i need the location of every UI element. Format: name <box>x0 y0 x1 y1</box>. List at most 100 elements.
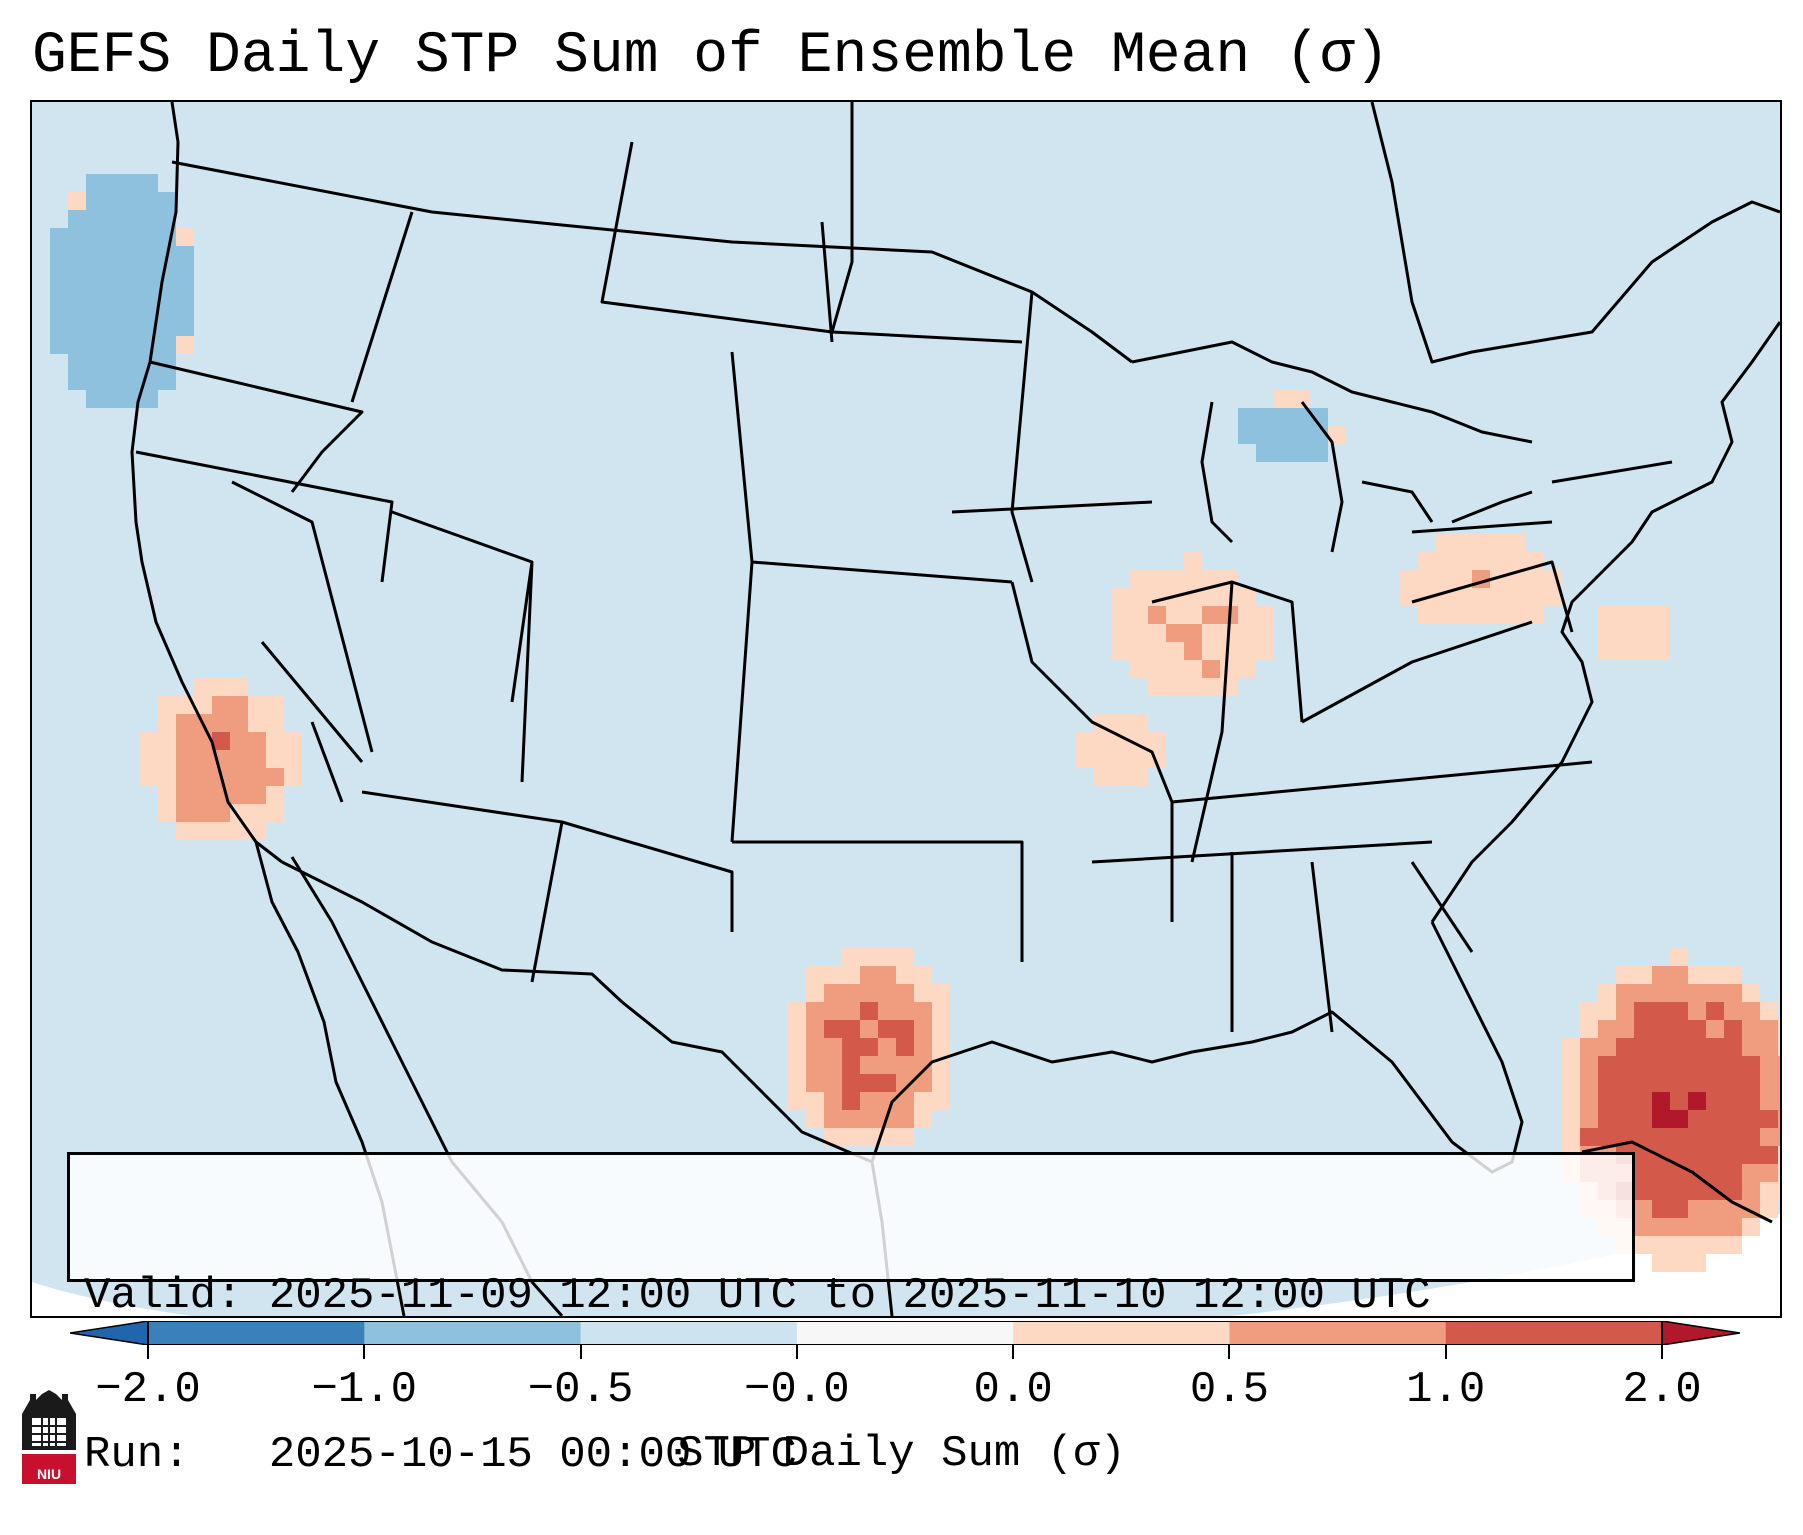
anomaly-cell <box>1670 984 1688 1002</box>
anomaly-cell <box>1598 1038 1616 1056</box>
anomaly-cell <box>86 300 104 318</box>
anomaly-cell <box>1490 534 1508 552</box>
anomaly-cell <box>1688 966 1706 984</box>
anomaly-cell <box>1760 1074 1778 1092</box>
anomaly-cell <box>1238 408 1256 426</box>
anomaly-cell <box>68 336 86 354</box>
anomaly-cell <box>176 246 194 264</box>
anomaly-cell <box>1184 570 1202 588</box>
anomaly-cell <box>1652 1128 1670 1146</box>
anomaly-cell <box>1706 1128 1724 1146</box>
anomaly-cell <box>1724 1218 1742 1236</box>
anomaly-cell <box>1778 1092 1780 1110</box>
anomaly-cell <box>140 246 158 264</box>
anomaly-cell <box>788 1020 806 1038</box>
anomaly-cell <box>1130 750 1148 768</box>
anomaly-cell <box>1580 1092 1598 1110</box>
anomaly-cell <box>1454 534 1472 552</box>
anomaly-cell <box>1202 678 1220 696</box>
colorbar-tick-label: 2.0 <box>1622 1365 1702 1415</box>
anomaly-cell <box>140 750 158 768</box>
anomaly-cell <box>860 1074 878 1092</box>
anomaly-cell <box>806 1038 824 1056</box>
anomaly-cell <box>194 732 212 750</box>
map-panel[interactable] <box>30 100 1782 1318</box>
anomaly-cell <box>842 1128 860 1146</box>
colorbar-label: STP Daily Sum (σ) <box>677 1429 1126 1479</box>
anomaly-cell <box>230 714 248 732</box>
anomaly-cell <box>1166 660 1184 678</box>
anomaly-cell <box>140 732 158 750</box>
anomaly-cell <box>1202 624 1220 642</box>
anomaly-cell <box>1670 1056 1688 1074</box>
anomaly-cell <box>104 372 122 390</box>
anomaly-cell <box>1184 660 1202 678</box>
anomaly-cell <box>104 192 122 210</box>
anomaly-cell <box>1634 1128 1652 1146</box>
anomaly-cell <box>1616 1056 1634 1074</box>
anomaly-cell <box>50 228 68 246</box>
anomaly-cell <box>1742 1056 1760 1074</box>
anomaly-cell <box>1688 1128 1706 1146</box>
anomaly-cell <box>86 192 104 210</box>
anomaly-cell <box>1634 1074 1652 1092</box>
colorbar-bin <box>364 1321 582 1345</box>
anomaly-cell <box>1310 408 1328 426</box>
anomaly-cell <box>50 264 68 282</box>
anomaly-cell <box>1652 1218 1670 1236</box>
anomaly-cell <box>140 282 158 300</box>
colorbar-tick-label: 1.0 <box>1406 1365 1486 1415</box>
anomaly-cell <box>1670 1038 1688 1056</box>
anomaly-cell <box>104 228 122 246</box>
anomaly-cell <box>1742 1020 1760 1038</box>
anomaly-cell <box>878 966 896 984</box>
anomaly-cell <box>1706 1218 1724 1236</box>
anomaly-cell <box>266 714 284 732</box>
anomaly-cell <box>1724 1128 1742 1146</box>
anomaly-cell <box>1652 966 1670 984</box>
anomaly-cell <box>194 822 212 840</box>
anomaly-cell <box>158 804 176 822</box>
colorbar-bin <box>796 1321 1014 1345</box>
anomaly-cell <box>248 696 266 714</box>
anomaly-cell <box>1634 984 1652 1002</box>
anomaly-cell <box>1724 1056 1742 1074</box>
anomaly-cell <box>1634 1056 1652 1074</box>
anomaly-cell <box>1670 1074 1688 1092</box>
anomaly-cell <box>248 804 266 822</box>
anomaly-cell <box>1472 606 1490 624</box>
anomaly-cell <box>932 1074 950 1092</box>
anomaly-cell <box>50 246 68 264</box>
anomaly-cell <box>1652 1038 1670 1056</box>
anomaly-cell <box>1724 1110 1742 1128</box>
anomaly-cell <box>1166 642 1184 660</box>
anomaly-cell <box>860 1128 878 1146</box>
anomaly-cell <box>1634 1038 1652 1056</box>
anomaly-cell <box>1418 570 1436 588</box>
anomaly-cell <box>1760 1110 1778 1128</box>
anomaly-cell <box>1688 1056 1706 1074</box>
anomaly-cell <box>176 804 194 822</box>
anomaly-cell <box>1220 678 1238 696</box>
anomaly-cell <box>1706 1020 1724 1038</box>
anomaly-cell <box>1526 606 1544 624</box>
anomaly-cell <box>1616 1002 1634 1020</box>
anomaly-cell <box>824 1128 842 1146</box>
anomaly-cell <box>1652 642 1670 660</box>
anomaly-cell <box>122 174 140 192</box>
anomaly-cell <box>824 1092 842 1110</box>
anomaly-cell <box>1526 570 1544 588</box>
anomaly-cell <box>158 192 176 210</box>
anomaly-cell <box>68 372 86 390</box>
anomaly-cell <box>860 1020 878 1038</box>
anomaly-cell <box>230 804 248 822</box>
anomaly-cell <box>842 1056 860 1074</box>
anomaly-cell <box>122 246 140 264</box>
anomaly-cell <box>1670 1146 1688 1164</box>
anomaly-cell <box>104 282 122 300</box>
anomaly-cell <box>914 1038 932 1056</box>
anomaly-cell <box>1670 1236 1688 1254</box>
anomaly-cell <box>1130 570 1148 588</box>
anomaly-cell <box>122 228 140 246</box>
anomaly-cell <box>1778 1038 1780 1056</box>
